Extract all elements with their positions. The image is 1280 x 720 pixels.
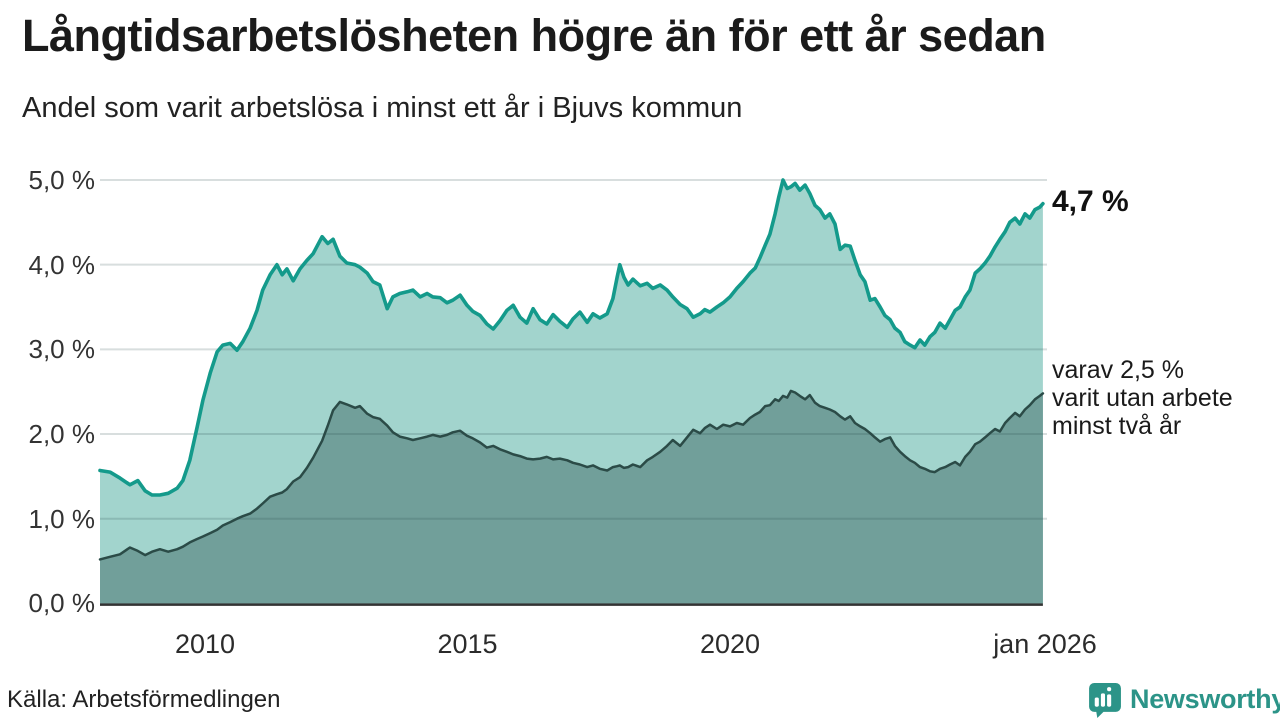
newsworthy-logo[interactable]: Newsworthy	[1086, 681, 1280, 718]
newsworthy-bubble-chart-icon	[1086, 681, 1123, 718]
page-subtitle: Andel som varit arbetslösa i minst ett å…	[22, 92, 743, 124]
series-end-label-total: 4,7 %	[1052, 185, 1129, 218]
source-note: Källa: Arbetsförmedlingen	[7, 686, 281, 713]
series-end-label-two-years: varav 2,5 % varit utan arbete minst två …	[1052, 356, 1233, 440]
newsworthy-logo-text: Newsworthy	[1130, 684, 1280, 714]
page-title: Långtidsarbetslösheten högre än för ett …	[22, 10, 1046, 61]
